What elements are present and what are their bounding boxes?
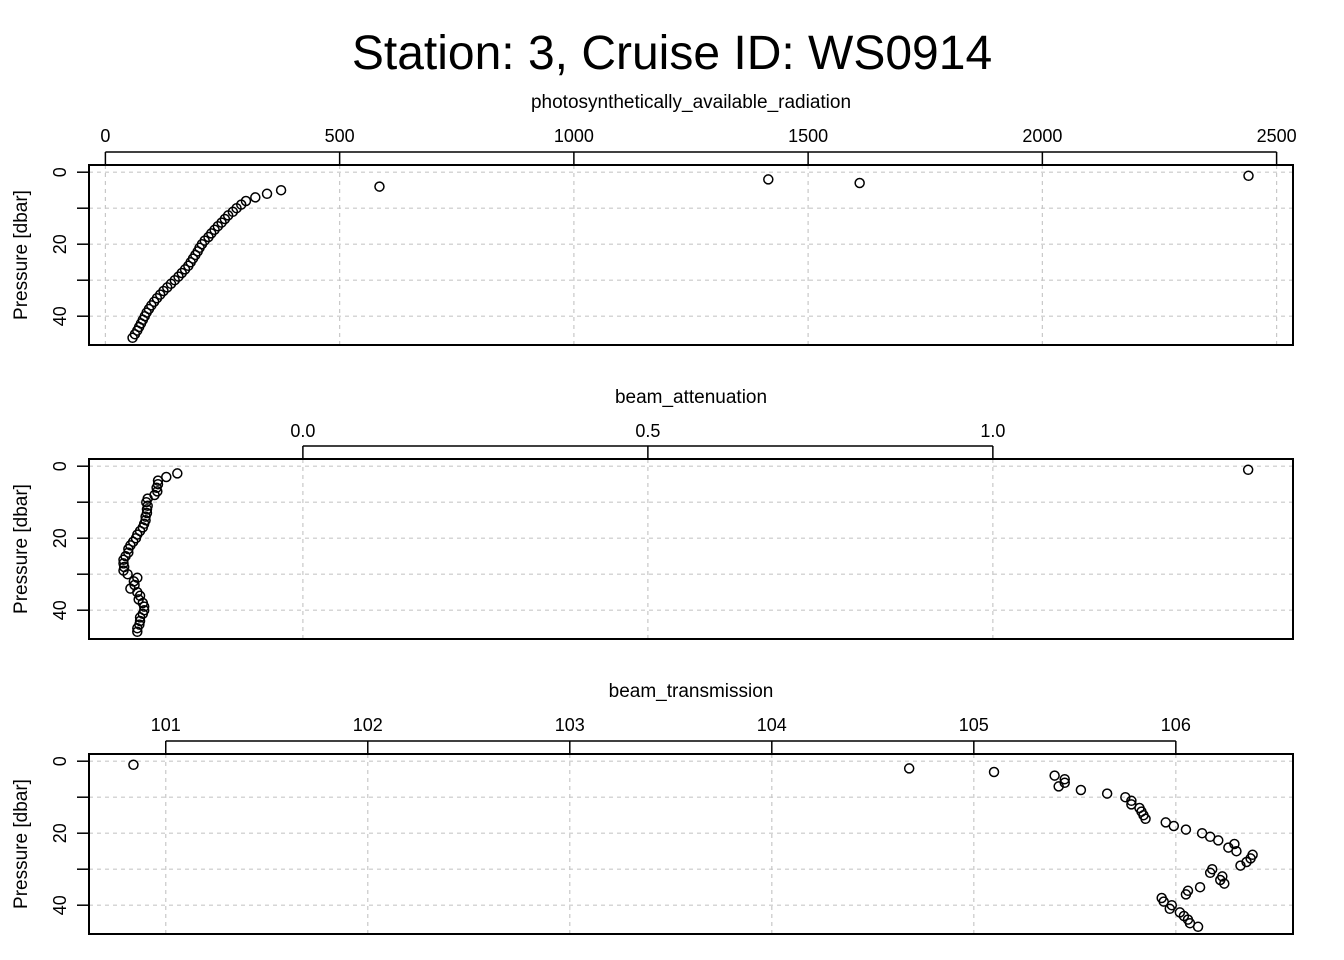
- data-point: [261, 188, 273, 200]
- x-tick-label: 104: [757, 715, 787, 735]
- data-point: [158, 285, 169, 297]
- data-point: [1231, 845, 1242, 857]
- x-tick-label: 106: [1161, 715, 1191, 735]
- data-point: [212, 220, 224, 232]
- data-point: [172, 468, 183, 479]
- x-tick-label: 2500: [1257, 126, 1297, 146]
- data-point: [140, 511, 151, 522]
- data-point: [275, 184, 287, 196]
- y-tick-label: 20: [50, 823, 70, 843]
- data-point: [132, 572, 143, 584]
- data-point: [1168, 820, 1180, 832]
- data-point: [1243, 170, 1254, 182]
- y-tick-label: 40: [50, 600, 70, 620]
- y-tick-label: 40: [50, 895, 70, 915]
- data-point: [763, 174, 774, 185]
- data-point: [1235, 860, 1246, 871]
- y-tick-label: 0: [50, 756, 70, 766]
- data-point: [179, 264, 191, 275]
- data-point: [854, 177, 865, 189]
- data-point: [1204, 867, 1216, 879]
- figure-title: Station: 3, Cruise ID: WS0914: [352, 27, 992, 80]
- y-tick-label: 20: [50, 528, 70, 548]
- data-point: [154, 289, 166, 300]
- data-point: [209, 224, 220, 236]
- data-point: [1180, 889, 1192, 900]
- x-tick-label: 103: [555, 715, 585, 735]
- panel-title: photosynthetically_available_radiation: [531, 92, 851, 113]
- data-point: [127, 332, 138, 344]
- data-point: [1194, 881, 1206, 893]
- panel-1: 0 500 1000 1500 2000 2500 photosynthetically_a…: [11, 92, 1297, 346]
- plot-frame: [88, 164, 1294, 346]
- data-point: [1075, 784, 1087, 796]
- data-point: [123, 543, 134, 555]
- data-point: [128, 759, 139, 771]
- data-point: [374, 181, 385, 192]
- x-tick-label: 0: [100, 126, 110, 146]
- data-point: [176, 267, 188, 279]
- plot-frame: [88, 458, 1294, 640]
- x-tick-label: 2000: [1022, 126, 1062, 146]
- panel-title: beam_attenuation: [615, 387, 767, 408]
- x-tick-label: 101: [151, 715, 181, 735]
- x-tick-label: 1.0: [980, 421, 1005, 441]
- x-tick-label: 0.5: [635, 421, 660, 441]
- data-point: [1053, 781, 1064, 792]
- panel-2: 0.0 0.5 1.0 beam_attenuation 0 20 40 Pressure […: [11, 387, 1294, 640]
- data-point: [1219, 878, 1230, 889]
- y-tick-label: 20: [50, 234, 70, 254]
- data-point: [132, 622, 143, 634]
- data-point: [1180, 824, 1192, 835]
- data-point: [903, 763, 915, 774]
- data-point: [1242, 464, 1254, 476]
- data-point: [988, 766, 1000, 778]
- data-point: [1164, 903, 1176, 915]
- data-point: [1213, 835, 1224, 846]
- data-point: [1059, 773, 1070, 785]
- data-point: [1140, 813, 1151, 825]
- data-point: [152, 475, 164, 486]
- panel-3: 101 102 103 104 105 106 beam_transmission 0 20 40…: [11, 681, 1294, 935]
- x-tick-label: 500: [325, 126, 355, 146]
- data-point: [250, 192, 261, 203]
- y-axis-label: Pressure [dbar]: [11, 484, 32, 614]
- panel-title: beam_transmission: [609, 681, 774, 702]
- data-point: [122, 568, 133, 580]
- plot-frame: [88, 753, 1294, 935]
- data-point: [138, 601, 150, 612]
- data-point: [1049, 770, 1060, 781]
- data-point: [219, 213, 231, 225]
- x-tick-label: 0.0: [290, 421, 315, 441]
- data-point: [222, 210, 234, 221]
- y-tick-label: 0: [50, 167, 70, 177]
- y-axis-label: Pressure [dbar]: [11, 779, 32, 909]
- x-tick-label: 105: [959, 715, 989, 735]
- x-tick-label: 102: [353, 715, 383, 735]
- data-point: [1101, 788, 1113, 799]
- x-tick-label: 1000: [554, 126, 594, 146]
- y-tick-label: 40: [50, 306, 70, 326]
- x-tick-label: 1500: [788, 126, 828, 146]
- data-point: [118, 554, 129, 566]
- data-point: [132, 626, 143, 638]
- data-point: [141, 504, 153, 515]
- y-tick-label: 0: [50, 461, 70, 471]
- y-axis-label: Pressure [dbar]: [11, 190, 32, 320]
- data-point: [183, 260, 194, 272]
- data-point: [1126, 795, 1137, 807]
- data-point: [134, 612, 146, 623]
- data-point: [1192, 921, 1204, 933]
